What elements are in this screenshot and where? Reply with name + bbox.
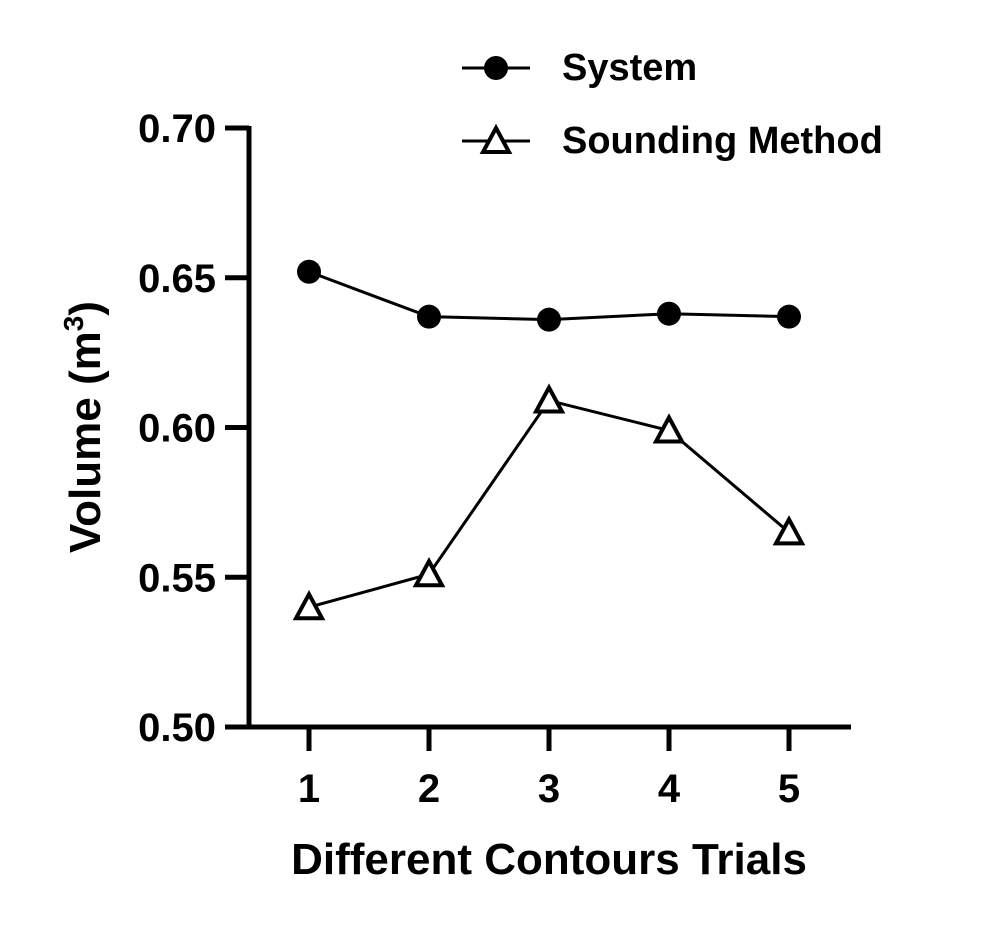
y-tick-label: 0.50 (138, 706, 216, 750)
y-axis-title-suffix: ) (61, 301, 110, 316)
y-tick-label: 0.60 (138, 407, 216, 451)
data-point-sounding-method (772, 515, 806, 546)
x-axis-title: Different Contours Trials (291, 835, 807, 884)
x-tick-label: 2 (418, 767, 440, 811)
data-point-system (537, 307, 561, 332)
x-tick-label: 5 (778, 767, 800, 811)
legend-marker-sounding-method (479, 123, 513, 154)
legend-marker-system (484, 56, 508, 80)
series-line-sounding-method (308, 398, 790, 609)
legend-item-sounding-method: Sounding Method (462, 120, 883, 162)
x-tick-label: 4 (658, 767, 681, 811)
x-tick-label: 3 (538, 767, 560, 811)
data-point-system (777, 304, 801, 329)
data-point-system (297, 259, 321, 284)
x-axis-ticks: 1 2 3 4 5 (298, 727, 800, 811)
data-point-system (657, 301, 681, 326)
y-axis-title: Volume (m3) (58, 301, 110, 553)
y-tick-label: 0.70 (138, 107, 216, 151)
y-axis-ticks: 0.50 0.55 0.60 0.65 0.70 (138, 107, 249, 750)
data-point-sounding-method (292, 590, 326, 621)
y-axis-title-superscript: 3 (58, 316, 89, 332)
x-tick-label: 1 (298, 767, 320, 811)
data-point-sounding-method (532, 383, 566, 414)
data-point-sounding-method (412, 557, 446, 588)
y-tick-label: 0.65 (138, 257, 216, 301)
legend: System Sounding Method (462, 47, 883, 162)
y-tick-label: 0.55 (138, 556, 216, 600)
data-point-sounding-method (652, 413, 686, 444)
y-axis-title-text: Volume (m (61, 331, 110, 553)
series-layer (292, 259, 806, 621)
legend-label-system: System (562, 47, 697, 89)
legend-item-system: System (462, 47, 697, 89)
legend-label-sounding-method: Sounding Method (562, 120, 883, 162)
data-point-system (417, 304, 441, 329)
